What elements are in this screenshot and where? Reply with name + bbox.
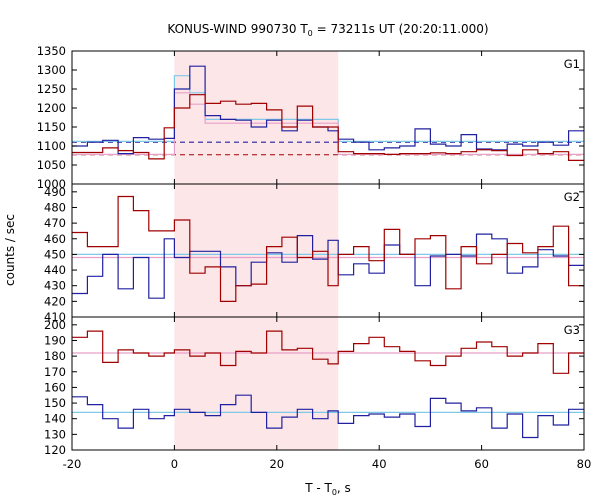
y-tick-label-g3-170: 170 [44,365,66,379]
y-tick-label-g3-130: 130 [44,427,66,441]
y-tick-label-g1-1050: 1050 [37,158,66,172]
y-tick-label-g2-460: 460 [44,232,66,246]
y-tick-label-g1-1150: 1150 [37,120,66,134]
y-tick-label-g2-480: 480 [44,200,66,214]
highlight-interval-g2 [174,184,339,317]
y-tick-label-g1-1300: 1300 [37,63,66,77]
series-g2-dark-red [72,195,584,302]
chart-title-main: KONUS-WIND 990730 T [167,22,308,36]
highlight-interval-g3 [174,317,339,450]
x-tick-label-20: 20 [269,457,284,471]
y-tick-label-g3-150: 150 [44,396,66,410]
x-tick-label-80: 80 [577,457,592,471]
x-axis-label-rest: , s [337,481,351,495]
x-tick-label-0: 0 [171,457,178,471]
chart-title: KONUS-WIND 990730 T0 = 73211s UT (20:20:… [167,22,488,38]
y-tick-label-g3-140: 140 [44,412,66,426]
x-axis-label: T - T0, s [304,481,351,497]
y-tick-label-g2-450: 450 [44,247,66,261]
y-tick-label-g1-1100: 1100 [37,139,66,153]
panel-label-g3: G3 [564,323,580,337]
x-tick-label--20: -20 [63,457,82,471]
chart-title-subscript: 0 [308,29,313,38]
y-tick-label-g3-120: 120 [44,443,66,457]
y-tick-label-g2-420: 420 [44,294,66,308]
series-g3-dark-blue [72,394,584,439]
y-tick-label-g3-200: 200 [44,318,66,332]
panel-frame-g3 [71,316,585,451]
x-axis-label-subscript: 0 [332,488,337,497]
y-tick-label-g2-410: 410 [44,310,66,324]
y-tick-label-g3-180: 180 [44,349,66,363]
series-g1-dark-red [72,94,584,161]
highlight-interval-g1 [174,51,339,184]
y-tick-label-g2-470: 470 [44,216,66,230]
panel-label-g1: G1 [564,57,580,71]
y-tick-label-g2-490: 490 [44,185,66,199]
series-g2-dark-blue [72,233,584,299]
y-tick-label-g1-1250: 1250 [37,82,66,96]
y-tick-label-g2-430: 430 [44,279,66,293]
panel-label-g2: G2 [564,190,580,204]
x-axis-label-main: T - T [304,481,332,495]
y-tick-label-g3-160: 160 [44,380,66,394]
y-tick-label-g1-1000: 1000 [37,177,66,191]
plot-layer: 10001050110011501200125013001350G1410420… [37,44,592,471]
y-tick-label-g1-1350: 1350 [37,44,66,58]
y-tick-label-g3-190: 190 [44,333,66,347]
x-tick-label-40: 40 [372,457,387,471]
y-tick-label-g1-1200: 1200 [37,101,66,115]
y-tick-label-g2-440: 440 [44,263,66,277]
y-axis-label: counts / sec [3,214,17,286]
chart-title-rest: = 73211s UT (20:20:11.000) [313,22,489,36]
x-tick-label-60: 60 [474,457,489,471]
series-g3-dark-red [72,330,584,374]
